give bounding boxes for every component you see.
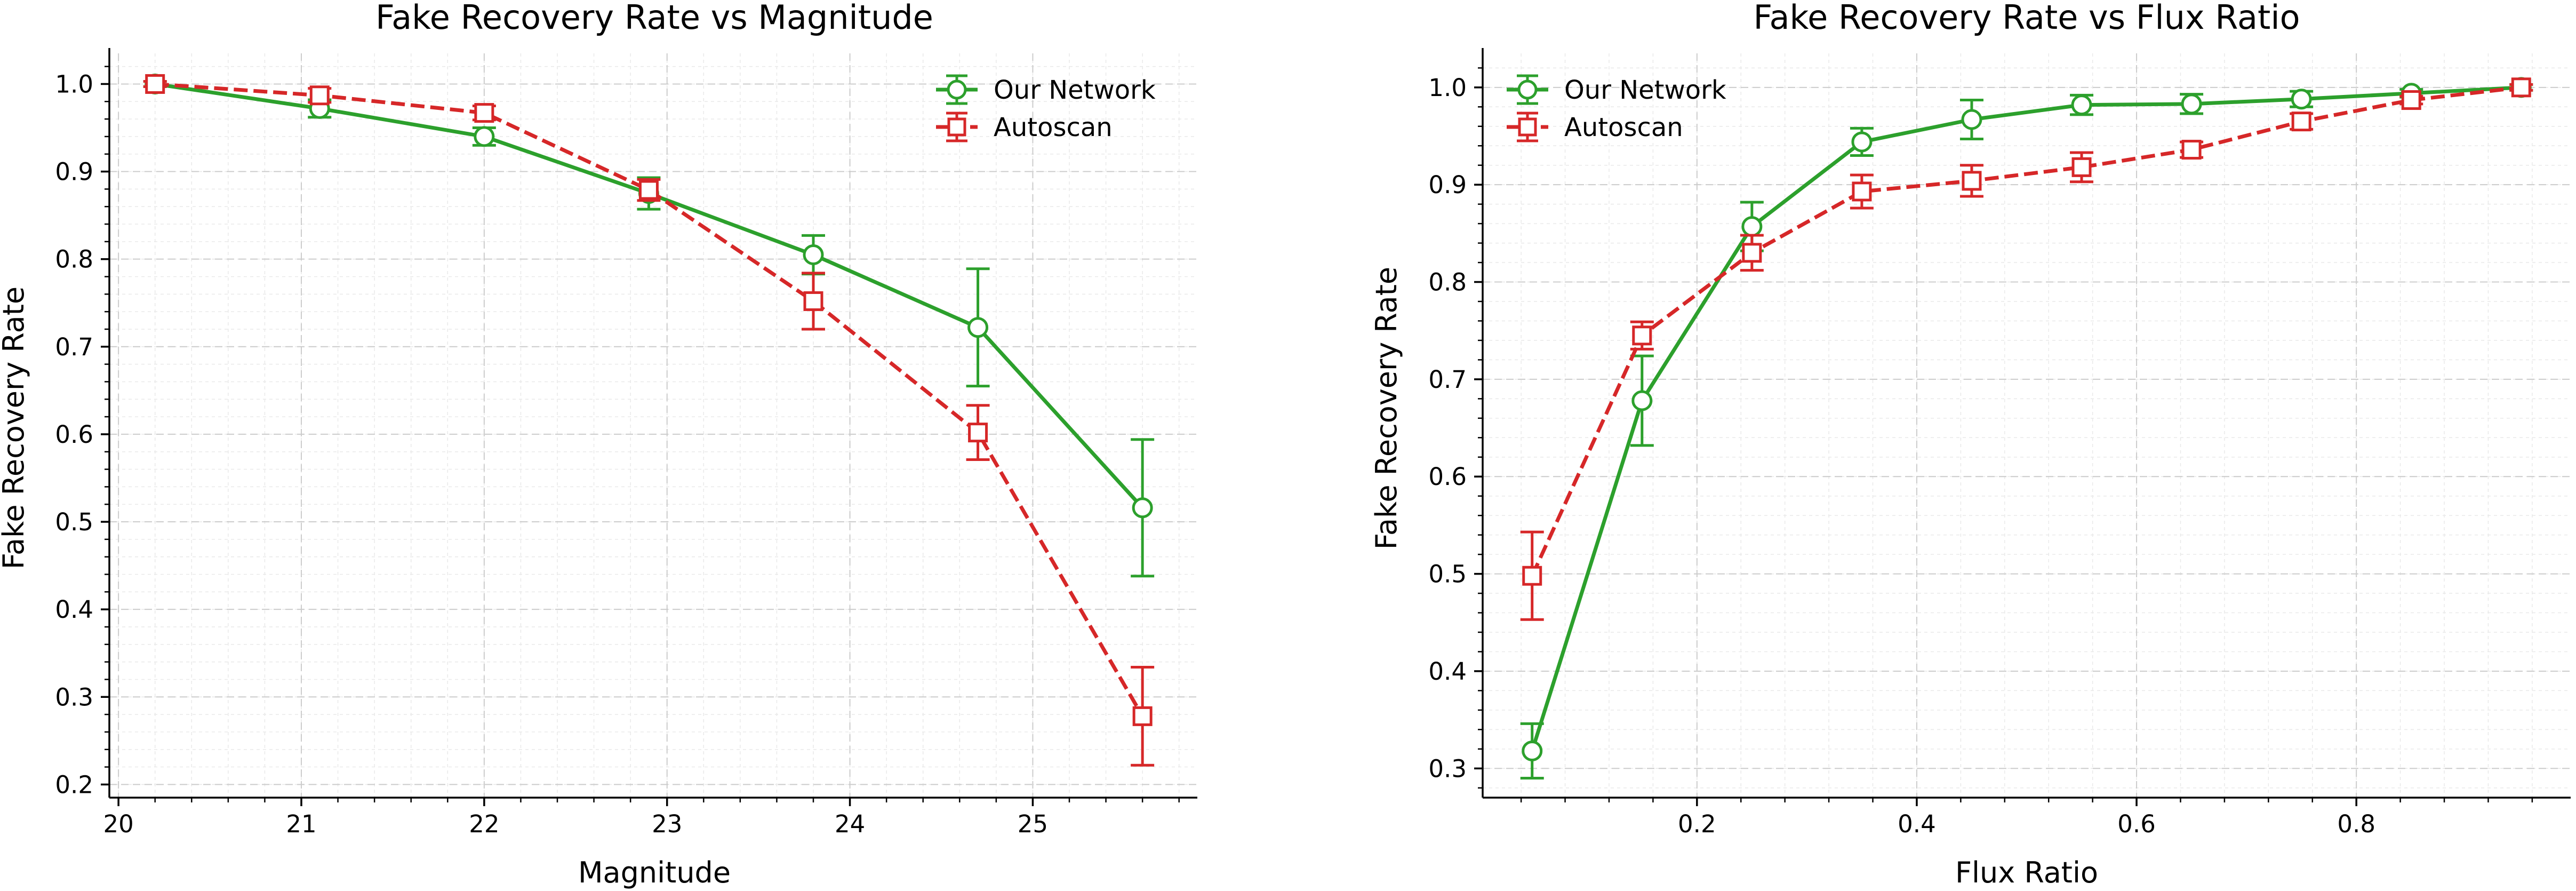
y-tick-label: 1.0	[55, 70, 93, 98]
y-tick-label: 0.2	[55, 770, 93, 799]
grid	[1483, 53, 2571, 798]
x-tick-label: 22	[469, 810, 499, 838]
legend-marker	[1518, 117, 1537, 137]
y-tick-label: 0.4	[1428, 657, 1467, 686]
data-point	[803, 244, 824, 265]
y-tick-label: 0.7	[55, 333, 93, 361]
data-point	[1632, 325, 1652, 346]
series-line	[1530, 85, 2522, 752]
x-axis-label: Flux Ratio	[1955, 856, 2098, 889]
y-tick-label: 0.9	[1428, 171, 1467, 199]
x-tick-label: 25	[1018, 810, 1048, 838]
data-point	[474, 126, 495, 147]
data-point	[803, 291, 823, 311]
legend-entry: Our Network	[1507, 74, 1726, 105]
data-point	[1132, 706, 1153, 726]
y-tick-label: 0.5	[1428, 560, 1467, 588]
chart-title: Fake Recovery Rate vs Magnitude	[375, 0, 933, 37]
y-tick-label: 0.6	[1428, 463, 1467, 491]
data-point	[1962, 171, 1982, 191]
data-point	[1851, 131, 1873, 153]
y-tick-label: 0.3	[1428, 754, 1467, 783]
legend-entry: Autoscan	[1507, 112, 1683, 142]
data-point	[1522, 740, 1543, 761]
x-tick-label: 21	[286, 810, 316, 838]
y-tick-label: 0.9	[55, 158, 93, 186]
y-tick-label: 0.8	[55, 245, 93, 274]
y-tick-label: 0.5	[55, 508, 93, 536]
data-point	[1961, 109, 1982, 130]
data-point	[968, 423, 988, 443]
data-point	[1852, 181, 1872, 202]
grid	[109, 53, 1197, 798]
x-tick-label: 23	[652, 810, 682, 838]
x-tick-label: 0.6	[2117, 810, 2156, 838]
y-tick-label: 0.6	[55, 420, 93, 449]
legend-entry: Our Network	[936, 74, 1156, 105]
data-point	[1522, 566, 1542, 586]
data-point	[1742, 243, 1762, 263]
legend-entry: Autoscan	[936, 112, 1113, 142]
y-tick-label: 0.8	[1428, 268, 1467, 297]
series-autoscan	[1520, 77, 2533, 621]
x-tick-label: 0.8	[2337, 810, 2375, 838]
legend-marker	[947, 79, 967, 100]
data-point	[2181, 140, 2202, 160]
legend-marker	[947, 117, 966, 137]
legend-label: Autoscan	[994, 113, 1113, 142]
y-tick-label: 0.4	[55, 595, 93, 624]
legend-label: Autoscan	[1564, 113, 1683, 142]
series-line	[155, 82, 1144, 510]
data-point	[2401, 90, 2421, 110]
data-point	[145, 74, 165, 94]
data-point	[1132, 497, 1153, 519]
data-point	[309, 85, 330, 106]
x-tick-label: 20	[103, 810, 134, 838]
data-point	[1631, 390, 1653, 411]
y-tick-label: 0.3	[55, 683, 93, 711]
data-point	[2071, 94, 2092, 116]
data-point	[2291, 112, 2311, 132]
legend: Our Network Autoscan	[1507, 74, 1726, 142]
data-point	[2071, 157, 2092, 177]
data-point	[2181, 93, 2202, 115]
legend-marker	[1517, 79, 1538, 100]
y-axis-label: Fake Recovery Rate	[1370, 267, 1403, 550]
series-line	[1530, 85, 2522, 577]
y-axis-label: Fake Recovery Rate	[0, 287, 30, 569]
x-tick-label: 0.4	[1898, 810, 1936, 838]
data-point	[2291, 89, 2312, 110]
data-point	[2511, 77, 2531, 98]
magnitude-chart: Fake Recovery Rate vs Magnitude Magnitud…	[0, 0, 1197, 889]
x-axis-label: Magnitude	[578, 856, 731, 889]
series-our-network	[143, 73, 1155, 578]
data-point	[638, 180, 659, 200]
data-point	[967, 317, 989, 338]
flux-ratio-chart: Fake Recovery Rate vs Flux Ratio Flux Ra…	[1370, 0, 2571, 889]
chart-title: Fake Recovery Rate vs Flux Ratio	[1753, 0, 2300, 37]
legend: Our Network Autoscan	[936, 74, 1156, 142]
data-point	[1741, 216, 1763, 237]
y-tick-label: 1.0	[1428, 74, 1467, 102]
x-tick-label: 24	[835, 810, 865, 838]
data-point	[474, 103, 494, 123]
series-autoscan	[143, 74, 1155, 767]
legend-label: Our Network	[994, 75, 1156, 105]
y-tick-label: 0.7	[1428, 365, 1467, 394]
series-our-network	[1520, 77, 2533, 780]
legend-label: Our Network	[1564, 75, 1726, 105]
x-tick-label: 0.2	[1678, 810, 1716, 838]
